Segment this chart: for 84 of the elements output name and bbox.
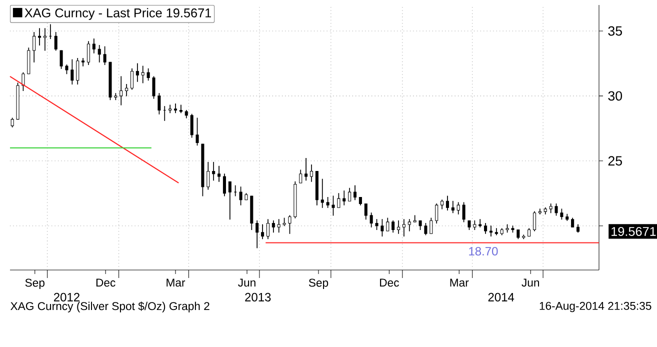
candlestick <box>304 158 308 181</box>
candlestick <box>261 224 264 240</box>
y-tick-label: 30 <box>608 91 622 101</box>
candlestick <box>342 190 346 206</box>
candlestick <box>218 166 221 182</box>
candlestick <box>234 185 237 196</box>
candlestick <box>397 220 400 234</box>
candlestick <box>462 202 466 222</box>
candlestick <box>103 46 106 66</box>
candlestick <box>43 28 46 51</box>
x-tick-label: Jun <box>522 278 540 287</box>
x-tick-label: Dec <box>96 278 116 287</box>
candlestick <box>353 185 357 200</box>
candlestick <box>538 208 542 214</box>
candlestick <box>446 196 449 211</box>
candlestick <box>256 220 259 248</box>
candlestick <box>424 222 428 236</box>
x2-tick-label: 2014 <box>488 292 514 302</box>
candlestick <box>10 118 14 128</box>
candlestick <box>294 181 297 218</box>
candlestick <box>408 219 411 232</box>
candlestick <box>440 200 444 210</box>
candlestick <box>206 162 210 190</box>
x-tick-label: Dec <box>380 278 399 287</box>
x-tick-label: Mar <box>166 278 186 287</box>
candlestick <box>560 208 564 220</box>
x2-tick-label: 2012 <box>54 292 80 302</box>
candlestick <box>484 222 488 234</box>
candlestick <box>222 174 226 196</box>
candlestick <box>494 228 498 236</box>
candlestick <box>532 211 536 232</box>
candlestick <box>98 45 101 62</box>
candlestick <box>70 59 74 85</box>
candlestick <box>473 220 476 230</box>
candlestick <box>168 104 172 114</box>
text: 19.5671 <box>612 226 656 236</box>
candlestick <box>451 200 454 214</box>
candlestick <box>277 219 280 233</box>
x-tick-label: Mar <box>450 278 469 287</box>
candlestick <box>402 219 406 236</box>
candlestick <box>92 38 96 54</box>
y-tick-label: 25 <box>608 156 622 166</box>
x-tick-label: Sep <box>308 278 328 289</box>
x-tick-label: Jun <box>238 278 256 287</box>
candlestick <box>32 32 36 62</box>
candlestick <box>22 72 25 92</box>
candlestick <box>141 66 144 84</box>
candlestick <box>212 162 216 181</box>
candlestick <box>114 93 118 100</box>
candlestick <box>549 203 552 214</box>
candlestick <box>136 63 139 82</box>
candlestick <box>239 186 242 206</box>
candlestick <box>370 212 373 228</box>
candlestick <box>125 84 128 96</box>
candlestick <box>489 226 493 236</box>
candlestick <box>478 219 482 228</box>
candlestick <box>266 219 270 240</box>
candlestick <box>174 103 178 114</box>
candlestick <box>272 220 275 233</box>
candlestick <box>500 228 504 236</box>
candlestick <box>54 32 58 51</box>
annotation: 18.70 <box>469 246 498 256</box>
legend-label: XAG Curncy - Last Price 19.5671 <box>24 8 212 20</box>
x2-tick-label: 2013 <box>245 292 271 302</box>
candlestick <box>146 68 150 81</box>
text: 16-Aug-2014 21:35:35 <box>540 302 652 312</box>
candlestick <box>120 76 123 106</box>
x-tick-label: Sep <box>25 278 44 289</box>
candlestick <box>86 41 90 66</box>
candlestick <box>310 164 314 182</box>
candlestick <box>380 219 384 236</box>
candlestick <box>566 214 569 221</box>
candlestick <box>38 28 42 46</box>
candlestick <box>82 58 85 66</box>
candlestick <box>196 118 199 146</box>
candlestick <box>456 202 460 214</box>
candlestick <box>320 178 324 208</box>
candlestick <box>130 68 134 90</box>
candlestick <box>326 196 330 208</box>
y-tick-label: 35 <box>608 26 622 36</box>
text: XAG Curncy (Silver Spot $/Oz) Graph 2 <box>10 302 210 312</box>
candlestick <box>76 58 80 85</box>
candlestick <box>158 93 161 114</box>
candlestick <box>506 224 509 233</box>
